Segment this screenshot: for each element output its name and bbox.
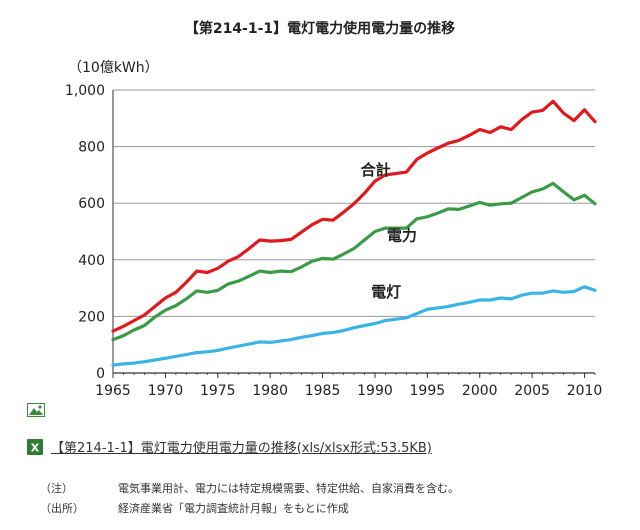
chart-axes: 0 200 400 600 800 1,000 1965 1970 1975 1980 1985 19… — [65, 60, 603, 399]
chart-svg: 0 200 400 600 800 1,000 1965 1970 1975 1980 1985 19… — [65, 60, 603, 399]
series-line-電力 — [111, 181, 597, 342]
download-row[interactable]: X 【第214-1-1】電灯電力使用電力量の推移(xls/xlsx形式:53.5… — [27, 437, 432, 456]
note-label: （注） — [40, 482, 73, 495]
series-line-合計 — [111, 99, 597, 333]
y-tick-label: 400 — [78, 253, 105, 269]
x-tick-label: 2000 — [462, 383, 498, 399]
note-row: （出所） 経済産業省「電力調査統計月報」をもとに作成 — [40, 498, 459, 518]
excel-file-icon: X — [27, 438, 43, 455]
series-label: 電力 — [387, 227, 417, 245]
y-tick-label: 0 — [96, 366, 105, 382]
download-link[interactable]: 【第214-1-1】電灯電力使用電力量の推移(xls/xlsx形式:53.5KB… — [51, 441, 432, 456]
x-tick-label: 1975 — [200, 383, 236, 399]
x-tick-label: 1970 — [148, 383, 184, 399]
note-row: （注） 電気事業用計、電力には特定規模需要、特定供給、自家消費を含む。 — [40, 478, 459, 498]
chart-series — [111, 99, 597, 367]
y-tick-label: 200 — [78, 309, 105, 325]
x-tick-label: 2005 — [514, 383, 550, 399]
note-text: 経済産業省「電力調査統計月報」をもとに作成 — [118, 502, 349, 515]
x-tick-label: 1990 — [357, 383, 393, 399]
x-tick-label: 1995 — [410, 383, 446, 399]
svg-text:X: X — [31, 441, 40, 454]
y-axis-label: （10億kWh） — [68, 60, 159, 76]
series-label: 電灯 — [371, 283, 401, 301]
note-label: （出所） — [40, 502, 84, 515]
y-tick-label: 800 — [78, 140, 105, 156]
note-text: 電気事業用計、電力には特定規模需要、特定供給、自家消費を含む。 — [118, 482, 459, 495]
y-tick-label: 1,000 — [65, 83, 105, 99]
x-tick-label: 1985 — [305, 383, 341, 399]
series-label: 合計 — [360, 161, 391, 179]
chart-page-title: 【第214-1-1】電灯電力使用電力量の推移 — [184, 21, 456, 37]
chart-grid — [113, 89, 595, 374]
image-icon[interactable] — [27, 402, 45, 417]
series-line-電灯 — [111, 285, 597, 367]
x-tick-label: 1980 — [252, 383, 288, 399]
notes: （注） 電気事業用計、電力には特定規模需要、特定供給、自家消費を含む。 （出所）… — [40, 478, 459, 518]
y-tick-label: 600 — [78, 196, 105, 212]
x-tick-label: 1965 — [95, 383, 131, 399]
x-tick-label: 2010 — [567, 383, 603, 399]
